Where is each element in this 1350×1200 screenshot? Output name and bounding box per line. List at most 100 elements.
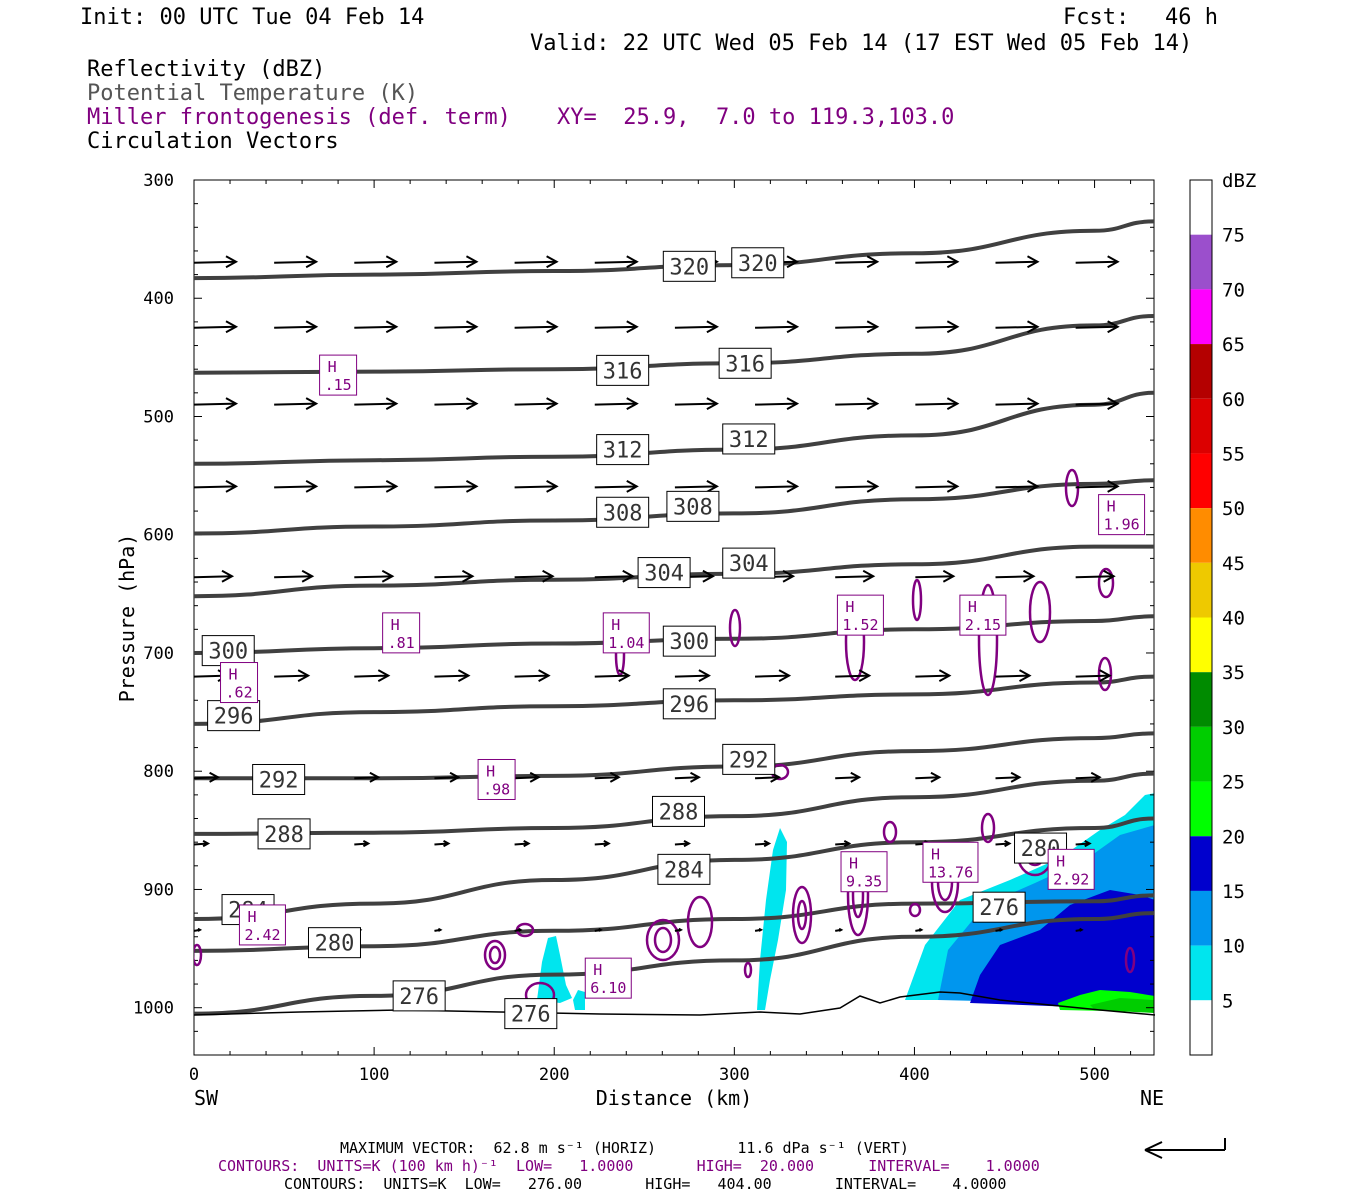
circulation-vector-head — [622, 569, 635, 583]
circulation-vector-head — [546, 480, 559, 493]
colorbar-label: 40 — [1222, 608, 1245, 630]
frontogenesis-max-marker: H — [247, 908, 256, 926]
circulation-vector-head — [202, 839, 211, 848]
frontogenesis-max-value: .62 — [226, 684, 253, 702]
theta-label-box — [392, 980, 446, 1012]
frontogenesis-max-value: 13.76 — [928, 863, 973, 881]
circulation-vector — [755, 776, 780, 780]
theta-label: 296 — [669, 693, 709, 718]
y-axis-title: Pressure (hPa) — [115, 534, 139, 703]
theta-label-box — [722, 547, 776, 579]
colorbar-swatch — [1190, 945, 1212, 1001]
circulation-vector-head — [377, 669, 391, 682]
circulation-vector — [514, 325, 557, 329]
frontogenesis-max-marker: H — [931, 845, 940, 863]
circulation-vector-head — [1027, 397, 1040, 411]
circulation-vector-head — [603, 839, 611, 848]
terrain-line — [193, 991, 1156, 1016]
frontogenesis-max-marker: H — [611, 616, 620, 634]
theta-label-box — [652, 795, 706, 827]
theta-label-box — [596, 496, 650, 528]
theta-label: 276 — [399, 985, 439, 1010]
circulation-vector — [835, 485, 878, 489]
circulation-vector-head — [461, 569, 475, 583]
theta-label: 296 — [214, 705, 254, 730]
y-tick-label: 400 — [143, 289, 174, 309]
frontogenesis-max-value: .81 — [388, 634, 415, 652]
circulation-vector-head — [297, 669, 311, 682]
colorbar-label: 30 — [1222, 717, 1245, 739]
frontogenesis-contour — [743, 961, 753, 979]
circulation-vector-head — [546, 397, 559, 411]
theta-label-box — [666, 490, 720, 522]
frontogenesis-max-box — [584, 957, 632, 999]
theta-label-box — [718, 347, 772, 379]
circulation-vector — [835, 776, 860, 780]
circulation-vector-head — [598, 927, 603, 932]
colorbar-swatch — [1190, 781, 1212, 837]
circulation-vector — [434, 575, 473, 579]
circulation-vector — [514, 674, 549, 678]
y-tick-label: 500 — [143, 407, 174, 427]
circulation-vector-head — [758, 927, 764, 932]
circulation-vector-head — [305, 320, 319, 334]
circulation-vector — [594, 485, 637, 489]
circulation-vector — [1075, 575, 1114, 579]
circulation-vector-head — [465, 255, 479, 269]
forecast-label: Fcst: — [1063, 5, 1130, 30]
circulation-vector-head — [305, 397, 319, 411]
circulation-vector — [194, 260, 237, 264]
circulation-vector-head — [305, 255, 319, 269]
frontogenesis-max-value: 2.42 — [244, 926, 280, 944]
circulation-vector — [1075, 402, 1118, 406]
circulation-vector-head — [763, 839, 772, 848]
circulation-vector-head — [546, 255, 559, 269]
circulation-vector-head — [546, 320, 559, 334]
theta-label-box — [731, 247, 785, 279]
circulation-vector-head — [946, 320, 960, 334]
reflectivity-colorbar: 5 10 15 20 25 30 35 40 45 50 55 60 65 70 75 dBZ — [1189, 170, 1256, 1056]
circulation-vector — [354, 260, 397, 264]
theta-label: 276 — [979, 896, 1019, 921]
circulation-vector — [755, 325, 798, 329]
field-potential-temperature: Potential Temperature (K) — [87, 81, 419, 106]
cross-section-endpoints: XY= 25.9, 7.0 to 119.3,103.0 — [557, 105, 955, 130]
circulation-vector-head — [683, 839, 691, 848]
theta-label: 288 — [264, 823, 304, 848]
frontogenesis-contour — [1124, 946, 1136, 974]
theta-label-box — [722, 423, 776, 455]
circulation-vector — [594, 260, 637, 264]
circulation-vector-head — [542, 569, 555, 583]
frontogenesis-max-marker: H — [1107, 498, 1116, 516]
circulation-vector-head — [786, 255, 800, 269]
colorbar-label: 35 — [1222, 662, 1245, 684]
circulation-vector-head — [918, 927, 924, 932]
theta-contour-line — [194, 911, 1154, 1016]
circulation-vector-head — [782, 569, 796, 583]
frontogenesis-contour — [980, 812, 996, 844]
circulation-vector-head — [626, 480, 639, 493]
circulation-vector — [1075, 485, 1118, 489]
circulation-vector-head — [938, 669, 952, 682]
circulation-vector — [274, 325, 317, 329]
circulation-vector-head — [457, 669, 471, 682]
theta-label-box — [307, 927, 361, 959]
init-time: Init: 00 UTC Tue 04 Feb 14 — [80, 5, 425, 30]
circulation-vector-head — [609, 771, 621, 783]
circulation-vector-head — [465, 320, 479, 334]
circulation-vector — [434, 402, 477, 406]
colorbar-swatch — [1190, 398, 1212, 454]
theta-label-box — [504, 998, 558, 1030]
circulation-vector — [915, 325, 958, 329]
circulation-vector — [434, 776, 459, 780]
frontogenesis-max-box — [922, 841, 979, 883]
circulation-vector-head — [702, 569, 715, 583]
frontogenesis-max-value: 2.15 — [965, 616, 1001, 634]
frontogenesis-max-value: 6.10 — [590, 979, 626, 997]
frontogenesis-max-value: .15 — [325, 376, 352, 394]
frontogenesis-contour — [686, 895, 714, 949]
frontogenesis-max-box — [959, 594, 1007, 636]
circulation-vector-head — [225, 320, 239, 334]
forecast-hour: 46 h — [1165, 5, 1218, 30]
theta-label: 316 — [725, 352, 765, 377]
